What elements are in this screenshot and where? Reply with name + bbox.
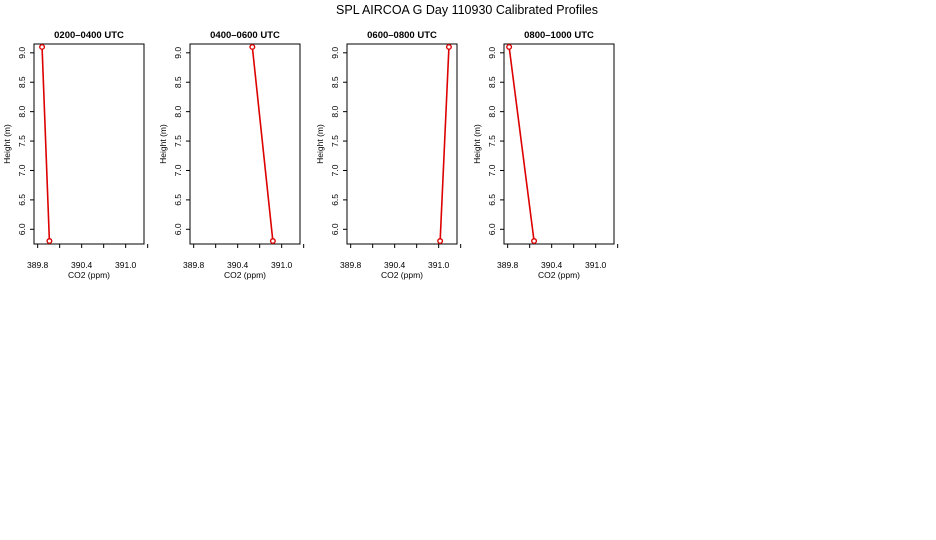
y-tick-label: 9.0 xyxy=(487,47,497,59)
panel-3: 0600–0800 UTC 389.8 390.4 391.0 6.0 6.5 7.0 7.5… xyxy=(315,30,462,280)
plot-frame xyxy=(33,43,145,245)
data-point xyxy=(46,238,53,245)
panel-title: 0600–0800 UTC xyxy=(367,30,437,41)
data-point xyxy=(39,43,46,50)
y-tick-label: 7.0 xyxy=(487,164,497,176)
y-tick-label: 8.5 xyxy=(173,76,183,88)
panel-2: 0400–0600 UTC 389.8 390.4 391.0 6.0 6.5 7.0 7.5… xyxy=(158,30,305,280)
x-tick-label: 389.8 xyxy=(183,260,205,270)
y-tick-label: 6.5 xyxy=(487,194,497,206)
data-point xyxy=(437,238,444,245)
panels: 0200–0400 UTC 389.8 390.4 391.0 6.0 6.5 7.0 7.5… xyxy=(2,30,619,280)
panel-1: 0200–0400 UTC 389.8 390.4 391.0 6.0 6.5 7.0 7.5… xyxy=(2,30,149,280)
y-tick-label: 8.0 xyxy=(17,105,27,117)
series-line xyxy=(508,46,535,242)
y-tick-label: 6.5 xyxy=(17,194,27,206)
y-tick-label: 7.5 xyxy=(330,135,340,147)
y-tick-label: 8.5 xyxy=(487,76,497,88)
y-tick-label: 6.5 xyxy=(330,194,340,206)
y-axis-label: Height (m) xyxy=(2,124,12,164)
y-tick-label: 6.5 xyxy=(173,194,183,206)
y-tick-label: 9.0 xyxy=(17,47,27,59)
data-point xyxy=(269,238,276,245)
y-tick-label: 8.0 xyxy=(487,105,497,117)
x-tick-label: 390.4 xyxy=(384,260,406,270)
panel-title: 0200–0400 UTC xyxy=(54,30,124,41)
series-line xyxy=(41,46,51,242)
x-tick-label: 391.0 xyxy=(585,260,607,270)
series-line xyxy=(251,46,274,242)
y-tick-label: 7.0 xyxy=(173,164,183,176)
y-tick-label: 9.0 xyxy=(173,47,183,59)
x-tick-label: 390.4 xyxy=(227,260,249,270)
y-axis-label: Height (m) xyxy=(315,124,325,164)
plot-frame xyxy=(346,43,458,245)
y-tick-label: 7.0 xyxy=(330,164,340,176)
x-tick-label: 390.4 xyxy=(541,260,563,270)
y-tick-label: 7.5 xyxy=(487,135,497,147)
x-tick-label: 390.4 xyxy=(71,260,93,270)
x-tick-label: 391.0 xyxy=(428,260,450,270)
x-tick-label: 391.0 xyxy=(271,260,293,270)
x-tick-label: 389.8 xyxy=(27,260,49,270)
x-axis-label: CO2 (ppm) xyxy=(224,270,266,280)
y-tick-label: 6.0 xyxy=(173,223,183,235)
data-point xyxy=(249,43,256,50)
plot-frame xyxy=(189,43,301,245)
x-axis-label: CO2 (ppm) xyxy=(381,270,423,280)
x-axis-label: CO2 (ppm) xyxy=(538,270,580,280)
data-point xyxy=(445,43,452,50)
panel-title: 0400–0600 UTC xyxy=(210,30,280,41)
x-tick-label: 389.8 xyxy=(497,260,519,270)
y-tick-label: 7.5 xyxy=(17,135,27,147)
plot-frame xyxy=(503,43,615,245)
y-tick-label: 7.5 xyxy=(173,135,183,147)
panel-4: 0800–1000 UTC 389.8 390.4 391.0 6.0 6.5 7.0 7.5… xyxy=(472,30,619,280)
data-point xyxy=(531,238,538,245)
x-axis-label: CO2 (ppm) xyxy=(68,270,110,280)
y-tick-label: 7.0 xyxy=(17,164,27,176)
y-tick-label: 8.5 xyxy=(330,76,340,88)
y-tick-label: 9.0 xyxy=(330,47,340,59)
y-tick-label: 8.0 xyxy=(330,105,340,117)
y-tick-label: 6.0 xyxy=(330,223,340,235)
data-point xyxy=(506,43,513,50)
y-axis-label: Height (m) xyxy=(158,124,168,164)
y-tick-label: 8.0 xyxy=(173,105,183,117)
panel-title: 0800–1000 UTC xyxy=(524,30,594,41)
series-line xyxy=(439,46,450,242)
y-tick-label: 6.0 xyxy=(487,223,497,235)
y-axis-label: Height (m) xyxy=(472,124,482,164)
figure-title: SPL AIRCOA G Day 110930 Calibrated Profi… xyxy=(336,3,598,17)
x-tick-label: 391.0 xyxy=(115,260,137,270)
y-tick-label: 8.5 xyxy=(17,76,27,88)
y-tick-label: 6.0 xyxy=(17,223,27,235)
x-tick-label: 389.8 xyxy=(340,260,362,270)
